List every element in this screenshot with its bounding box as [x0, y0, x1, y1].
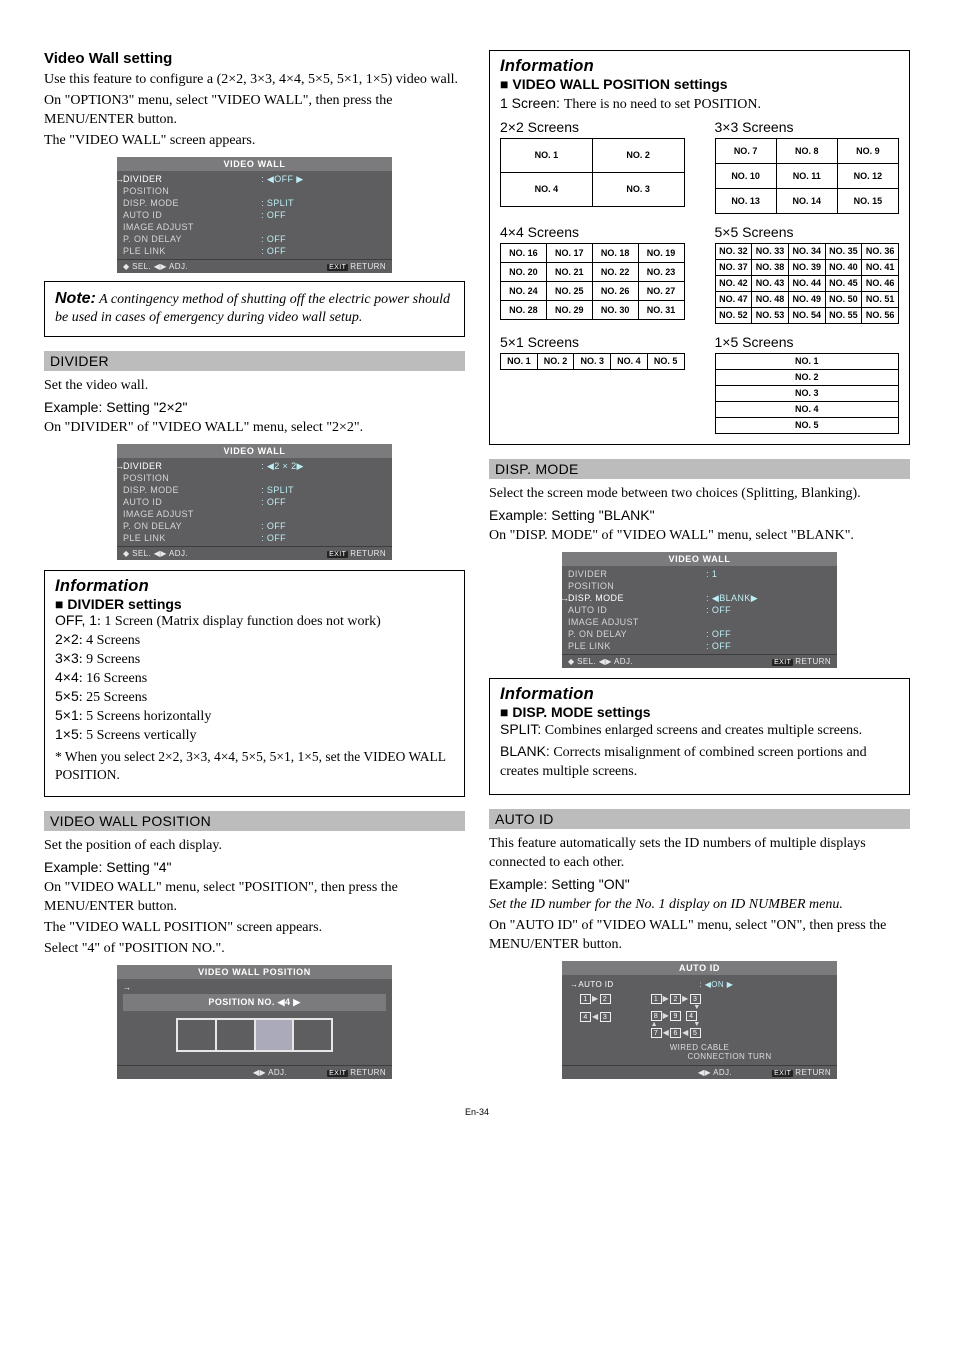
divider-p2: On "DIVIDER" of "VIDEO WALL" menu, selec…	[44, 419, 465, 438]
note-box: Note: A contingency method of shutting o…	[44, 281, 465, 338]
osd4-title: VIDEO WALL	[562, 552, 837, 566]
grid-2x2: NO. 1NO. 2NO. 4NO. 3	[500, 138, 685, 207]
osd-vwp: VIDEO WALL POSITION → POSITION NO. ◀4 ▶ …	[117, 965, 392, 1079]
video-wall-setting-title: Video Wall setting	[44, 50, 465, 67]
osd-auto-id: AUTO ID →AUTO ID : ◀ON ▶ 1▶2 4◀3 1▶2▶3 ▼…	[562, 961, 837, 1079]
label-5x5: 5×5 Screens	[715, 224, 900, 240]
info-vwp-sub: VIDEO WALL POSITION settings	[500, 76, 899, 92]
osd3-foot-right: EXITRETURN	[327, 1068, 386, 1077]
split-text: Combines enlarged screens and creates mu…	[541, 723, 862, 738]
info-divider-box: Information DIVIDER settings OFF, 1: 1 S…	[44, 570, 465, 797]
info1-footnote: * When you select 2×2, 3×3, 4×4, 5×5, 5×…	[55, 748, 454, 784]
label-5x1: 5×1 Screens	[500, 334, 685, 350]
osd1-foot-right: EXITRETURN	[327, 262, 386, 271]
grid-5x1: NO. 1NO. 2NO. 3NO. 4NO. 5	[500, 353, 685, 370]
osd5-title: AUTO ID	[562, 961, 837, 975]
osd2-foot-left: ◆ SEL. ◀▶ ADJ.	[123, 549, 188, 558]
osd4-foot-left: ◆ SEL. ◀▶ ADJ.	[568, 657, 633, 666]
osd5-auto-val: : ◀ON ▶	[700, 979, 830, 991]
split-label: SPLIT:	[500, 721, 541, 737]
osd3-title: VIDEO WALL POSITION	[117, 965, 392, 979]
label-1x5: 1×5 Screens	[715, 334, 900, 350]
vwp-p4: Select "4" of "POSITION NO.".	[44, 940, 465, 959]
osd2-title: VIDEO WALL	[117, 444, 392, 458]
osd3-position-no: POSITION NO. ◀4 ▶	[123, 994, 386, 1011]
info2-head: Information	[500, 685, 899, 704]
note-label: Note:	[55, 290, 96, 307]
divider-heading: DIVIDER	[44, 351, 465, 371]
osd-video-wall-2: VIDEO WALL DIVIDER: ◀2 × 2▶POSITIONDISP.…	[117, 444, 392, 560]
osd5-foot-left: ◀▶ ADJ.	[698, 1068, 732, 1077]
vwp-heading: VIDEO WALL POSITION	[44, 811, 465, 831]
disp-example: Example: Setting "BLANK"	[489, 506, 910, 525]
page-number: En-34	[44, 1107, 910, 1117]
info1-sub: DIVIDER settings	[55, 596, 454, 612]
intro-2: On "OPTION3" menu, select "VIDEO WALL", …	[44, 92, 465, 130]
disp-p1: Select the screen mode between two choic…	[489, 485, 910, 504]
osd-disp-mode: VIDEO WALL DIVIDER: 1POSITIONDISP. MODE:…	[562, 552, 837, 668]
label-4x4: 4×4 Screens	[500, 224, 685, 240]
grid-5x5: NO. 32NO. 33NO. 34NO. 35NO. 36NO. 37NO. …	[715, 243, 900, 324]
osd3-foot-left: ◀▶ ADJ.	[253, 1068, 287, 1077]
note-text: A contingency method of shutting off the…	[55, 292, 450, 326]
divider-example: Example: Setting "2×2"	[44, 398, 465, 417]
info-vwp-head: Information	[500, 57, 899, 76]
grid-1x5: NO. 1NO. 2NO. 3NO. 4NO. 5	[715, 353, 900, 434]
info-disp-box: Information DISP. MODE settings SPLIT: C…	[489, 678, 910, 796]
vwp-p1: Set the position of each display.	[44, 837, 465, 856]
auto-p1: This feature automatically sets the ID n…	[489, 835, 910, 873]
auto-p3: On "AUTO ID" of "VIDEO WALL" menu, selec…	[489, 917, 910, 955]
label-2x2: 2×2 Screens	[500, 119, 685, 135]
osd4-foot-right: EXITRETURN	[772, 657, 831, 666]
osd5-foot-right: EXITRETURN	[772, 1068, 831, 1077]
osd1-foot-left: ◆ SEL. ◀▶ ADJ.	[123, 262, 188, 271]
auto-id-heading: AUTO ID	[489, 809, 910, 829]
info-vwp-box: Information VIDEO WALL POSITION settings…	[489, 50, 910, 445]
auto-p2: Set the ID number for the No. 1 display …	[489, 896, 910, 915]
label-3x3: 3×3 Screens	[715, 119, 900, 135]
divider-p1: Set the video wall.	[44, 377, 465, 396]
auto-example: Example: Setting "ON"	[489, 875, 910, 894]
vwp-p3: The "VIDEO WALL POSITION" screen appears…	[44, 919, 465, 938]
blank-text: Corrects misalignment of combined screen…	[500, 745, 867, 779]
vwp-p2: On "VIDEO WALL" menu, select "POSITION",…	[44, 879, 465, 917]
disp-p2: On "DISP. MODE" of "VIDEO WALL" menu, se…	[489, 527, 910, 546]
osd2-foot-right: EXITRETURN	[327, 549, 386, 558]
osd5-auto-label: AUTO ID	[578, 980, 613, 989]
grid-4x4: NO. 16NO. 17NO. 18NO. 19NO. 20NO. 21NO. …	[500, 243, 685, 320]
blank-label: BLANK:	[500, 743, 550, 759]
grid-3x3: NO. 7NO. 8NO. 9NO. 10NO. 11NO. 12NO. 13N…	[715, 138, 900, 214]
intro-1: Use this feature to configure a (2×2, 3×…	[44, 71, 465, 90]
disp-mode-heading: DISP. MODE	[489, 459, 910, 479]
intro-3: The "VIDEO WALL" screen appears.	[44, 132, 465, 151]
osd1-title: VIDEO WALL	[117, 157, 392, 171]
vwp-example: Example: Setting "4"	[44, 858, 465, 877]
osd5-wired: WIRED CABLE	[670, 1043, 730, 1052]
osd5-conn: CONNECTION TURN	[687, 1052, 771, 1061]
info1-head: Information	[55, 577, 454, 596]
info2-sub: DISP. MODE settings	[500, 704, 899, 720]
osd-video-wall-1: VIDEO WALL DIVIDER: ◀OFF ▶POSITIONDISP. …	[117, 157, 392, 273]
